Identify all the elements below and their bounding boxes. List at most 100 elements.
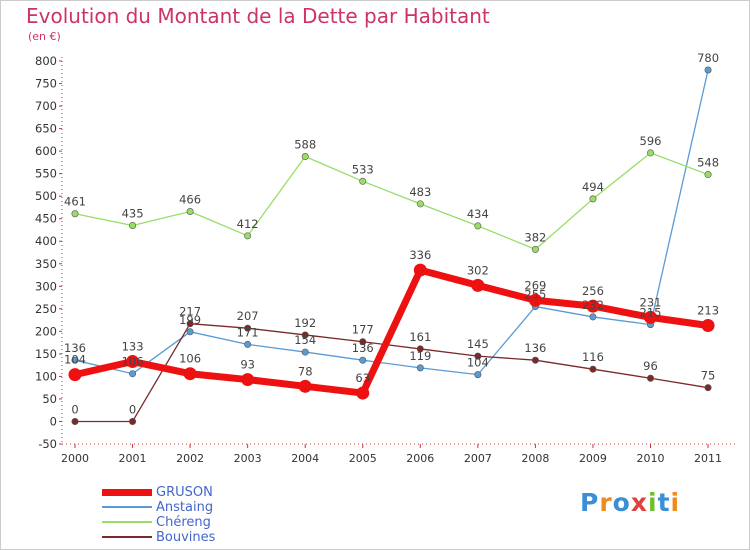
data-label-anstaing: 106 (122, 355, 144, 369)
data-point-chereng (186, 207, 194, 215)
data-label-gruson: 78 (298, 364, 313, 378)
y-tick-label: 500 (35, 189, 57, 203)
data-label-bouvines: 145 (467, 337, 489, 351)
data-point-chereng (301, 153, 309, 161)
data-label-gruson: 106 (179, 352, 201, 366)
data-point-bouvines (531, 356, 539, 364)
brand-letter: P (580, 488, 600, 517)
legend-label-anstaing: Anstaing (156, 500, 214, 515)
data-point-bouvines (589, 365, 597, 373)
data-label-gruson: 269 (524, 278, 546, 292)
x-tick-label: 2011 (694, 452, 722, 465)
data-point-anstaing (359, 356, 367, 364)
data-point-chereng (244, 232, 252, 240)
data-label-anstaing: 215 (640, 306, 662, 320)
data-point-anstaing (129, 370, 137, 378)
data-label-chereng: 435 (122, 206, 144, 220)
x-tick-label: 2004 (291, 452, 319, 465)
data-label-gruson: 104 (64, 353, 86, 367)
data-point-chereng (589, 195, 597, 203)
data-label-anstaing: 255 (524, 288, 546, 302)
legend-label-chereng: Chéreng (156, 515, 211, 530)
data-point-anstaing (186, 328, 194, 336)
brand-letter: i (648, 488, 658, 517)
data-label-anstaing: 199 (179, 313, 201, 327)
x-tick-label: 2006 (406, 452, 434, 465)
legend-swatch-bouvines (102, 536, 152, 538)
data-label-chereng: 434 (467, 207, 489, 221)
data-label-gruson: 256 (582, 284, 604, 298)
brand-letter: r (599, 488, 613, 517)
brand-letter: t (657, 488, 671, 517)
data-point-bouvines (186, 320, 194, 328)
data-point-chereng (646, 149, 654, 157)
data-point-gruson (528, 293, 542, 307)
data-point-chereng (531, 245, 539, 253)
data-point-gruson (126, 355, 140, 369)
data-point-chereng (474, 222, 482, 230)
x-tick-label: 2003 (234, 452, 262, 465)
x-tick-label: 2009 (579, 452, 607, 465)
data-point-anstaing (416, 364, 424, 372)
data-point-bouvines (704, 384, 712, 392)
brand-letter: x (630, 488, 648, 517)
x-tick-label: 2000 (61, 452, 89, 465)
data-label-anstaing: 780 (697, 51, 719, 65)
series-line-bouvines (74, 323, 709, 423)
brand-letter: o (612, 488, 631, 517)
data-point-anstaing (474, 371, 482, 379)
data-point-bouvines (474, 352, 482, 360)
data-point-gruson (183, 367, 197, 381)
data-point-anstaing (589, 313, 597, 321)
data-point-bouvines (416, 345, 424, 353)
series-line-chereng (74, 152, 709, 250)
data-label-chereng: 596 (640, 134, 662, 148)
data-label-chereng: 548 (697, 156, 719, 170)
data-label-gruson: 231 (640, 295, 662, 309)
data-point-bouvines (646, 374, 654, 382)
data-label-bouvines: 217 (179, 305, 201, 319)
data-label-gruson: 302 (467, 263, 489, 277)
data-point-anstaing (301, 348, 309, 356)
data-label-chereng: 382 (524, 230, 546, 244)
x-tick-label: 2010 (637, 452, 665, 465)
data-label-bouvines: 161 (409, 330, 431, 344)
data-label-anstaing: 104 (467, 356, 489, 370)
data-label-chereng: 466 (179, 192, 201, 206)
data-point-chereng (416, 200, 424, 208)
y-tick-label: 650 (35, 122, 57, 136)
data-label-bouvines: 116 (582, 350, 604, 364)
y-tick-label: 750 (35, 77, 57, 91)
data-label-chereng: 494 (582, 180, 604, 194)
chart-unit: (en €) (28, 30, 61, 43)
data-label-chereng: 588 (294, 138, 316, 152)
data-point-gruson (356, 386, 370, 400)
data-label-chereng: 533 (352, 162, 374, 176)
brand-letter: i (670, 488, 681, 517)
data-label-bouvines: 136 (524, 341, 546, 355)
data-label-gruson: 133 (122, 340, 144, 354)
x-tick-label: 2002 (176, 452, 204, 465)
data-label-bouvines: 177 (352, 323, 374, 337)
data-point-gruson (701, 318, 715, 332)
y-tick-label: 700 (35, 99, 57, 113)
x-tick-label: 2001 (119, 452, 147, 465)
y-tick-label: 200 (35, 324, 57, 338)
x-tick-label: 2007 (464, 452, 492, 465)
y-tick-label: 400 (35, 234, 57, 248)
data-point-gruson (413, 263, 427, 277)
series-line-gruson (71, 266, 712, 397)
y-tick-label: 350 (35, 257, 57, 271)
data-point-chereng (129, 221, 137, 229)
legend-swatch-anstaing (102, 506, 152, 508)
data-point-bouvines (129, 417, 137, 425)
brand-logo: Proxiti (580, 488, 680, 517)
legend-swatch-gruson (102, 489, 152, 496)
y-tick-label: 100 (35, 369, 57, 383)
data-label-anstaing: 154 (294, 333, 316, 347)
data-label-bouvines: 0 (71, 402, 78, 416)
x-tick-label: 2008 (521, 452, 549, 465)
y-tick-label: -50 (38, 437, 57, 451)
